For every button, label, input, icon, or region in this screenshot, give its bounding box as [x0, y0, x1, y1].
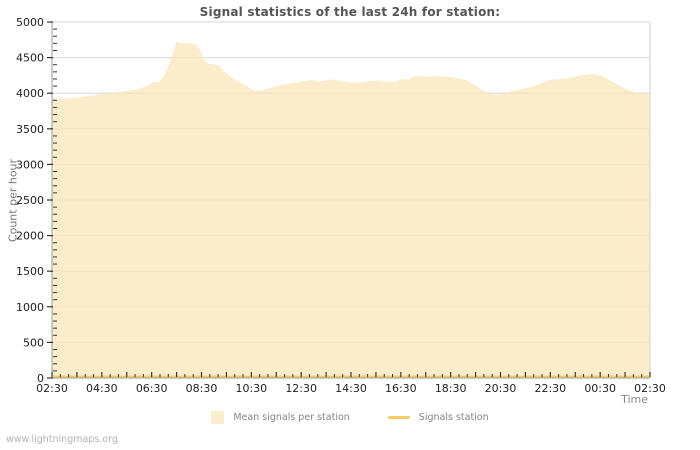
legend-area-swatch-icon — [211, 411, 225, 424]
y-tick-label: 3500 — [16, 123, 44, 136]
mean-signals-area — [52, 41, 650, 378]
x-tick-label: 22:30 — [534, 382, 566, 395]
x-tick-label: 06:30 — [136, 382, 168, 395]
y-tick-label: 2000 — [16, 230, 44, 243]
y-tick-label: 2500 — [16, 194, 44, 207]
x-tick-label: 16:30 — [385, 382, 417, 395]
x-tick-label: 04:30 — [86, 382, 118, 395]
y-tick-label: 500 — [23, 336, 44, 349]
y-tick-label: 1000 — [16, 301, 44, 314]
x-tick-label: 08:30 — [186, 382, 218, 395]
x-tick-label: 02:30 — [36, 382, 68, 395]
x-tick-label: 00:30 — [584, 382, 616, 395]
y-tick-label: 3000 — [16, 158, 44, 171]
legend-label-mean-signals: Mean signals per station — [233, 412, 350, 423]
legend-label-signals-station: Signals station — [418, 412, 489, 423]
x-tick-label: 20:30 — [485, 382, 517, 395]
y-tick-label: 1500 — [16, 265, 44, 278]
legend-line-swatch-icon — [387, 416, 410, 419]
x-tick-label: 02:30 — [634, 382, 666, 395]
x-axis-title: Time — [621, 393, 648, 406]
x-tick-label: 10:30 — [235, 382, 267, 395]
watermark: www.lightningmaps.org — [6, 434, 118, 445]
x-tick-label: 18:30 — [435, 382, 467, 395]
chart-title: Signal statistics of the last 24h for st… — [199, 5, 501, 19]
x-tick-label: 12:30 — [285, 382, 317, 395]
y-tick-label: 4500 — [16, 52, 44, 65]
y-tick-label: 4000 — [16, 87, 44, 100]
y-tick-label: 0 — [37, 372, 44, 385]
x-tick-label: 14:30 — [335, 382, 367, 395]
y-tick-label: 5000 — [16, 16, 44, 29]
legend: Mean signals per station Signals station — [0, 411, 700, 424]
